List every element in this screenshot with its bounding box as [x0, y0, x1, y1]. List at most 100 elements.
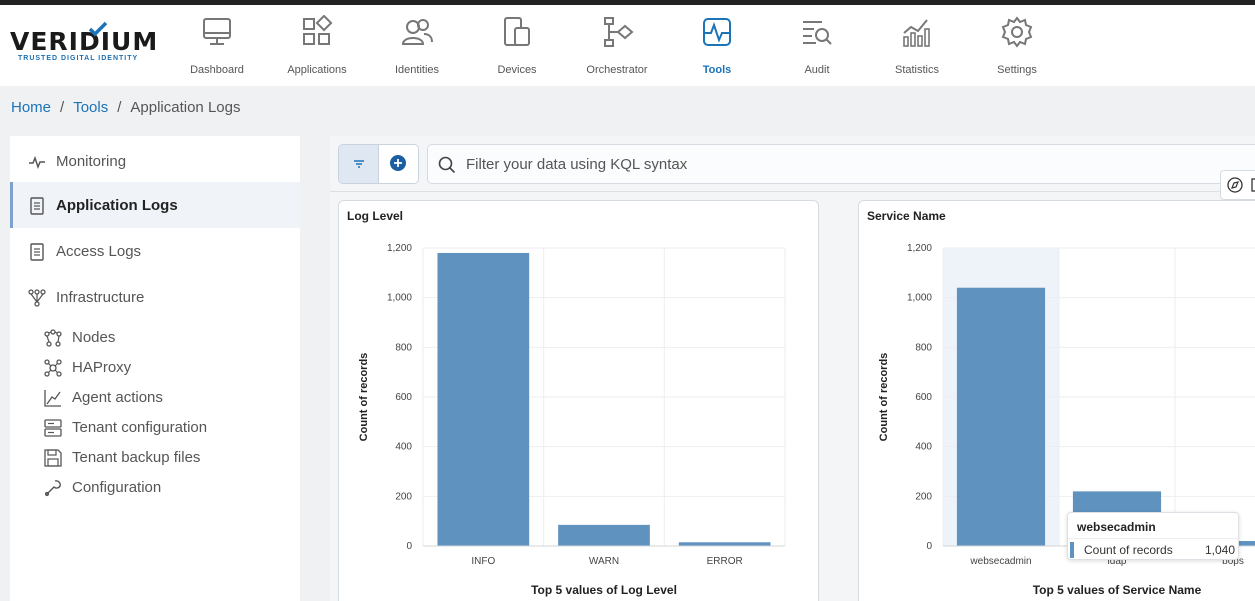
sidebar-item-label: Access Logs	[56, 243, 142, 260]
gear-icon	[1001, 16, 1033, 48]
sidebar-subitem-label: Nodes	[72, 329, 116, 346]
sidebar: Monitoring Application Logs Access Logs …	[10, 136, 300, 601]
network-icon	[28, 289, 46, 307]
document-icon	[30, 197, 44, 215]
y-tick-label: 1,200	[387, 243, 412, 254]
query-bar	[330, 136, 1255, 192]
sidebar-subitem-label: Agent actions	[72, 389, 163, 406]
y-tick-label: 200	[915, 491, 932, 502]
sidebar-item-access-logs[interactable]: Access Logs	[10, 228, 300, 274]
breadcrumb-separator: /	[117, 99, 122, 116]
nav-audit[interactable]: Audit	[767, 15, 867, 77]
plus-circle-icon	[390, 155, 406, 171]
filter-button-group	[338, 144, 419, 184]
y-tick-label: 200	[395, 491, 412, 502]
sidebar-item-infrastructure[interactable]: Infrastructure	[10, 274, 300, 320]
chart-panel-log-level: Log Level 0 200 400 600 800 1,000 1,200 INFO WAR…	[338, 200, 819, 601]
nav-devices[interactable]: Devices	[467, 15, 567, 77]
sidebar-item-application-logs[interactable]: Application Logs	[10, 182, 300, 228]
panel-tools[interactable]	[1220, 170, 1255, 200]
sidebar-subitem-tenant-backup-files[interactable]: Tenant backup files	[10, 443, 300, 471]
flow-icon	[604, 17, 634, 47]
sidebar-item-monitoring[interactable]: Monitoring	[10, 138, 300, 184]
x-axis-title: Top 5 values of Service Name	[1033, 583, 1202, 597]
nav-label: Tools	[702, 64, 732, 76]
y-axis-title: Count of records	[358, 353, 370, 442]
stats-icon	[903, 19, 930, 47]
sidebar-subitem-label: HAProxy	[72, 359, 132, 376]
tooltip-value: 1,040	[1204, 543, 1235, 557]
sidebar-subitem-label: Tenant backup files	[72, 449, 201, 466]
nav-identities[interactable]: Identities	[367, 15, 467, 77]
y-tick-label: 600	[395, 392, 412, 403]
nav-settings[interactable]: Settings	[967, 15, 1067, 77]
bar-websecadmin	[956, 287, 1046, 546]
nav-label: Applications	[287, 64, 347, 76]
tooltip-row: Count of records 1,040	[1068, 538, 1240, 558]
y-tick-label: 400	[395, 442, 412, 453]
nav-label: Statistics	[894, 64, 939, 76]
breadcrumb-tools[interactable]: Tools	[73, 99, 109, 116]
y-tick-label: 800	[915, 342, 932, 353]
sidebar-subitem-tenant-configuration[interactable]: Tenant configuration	[10, 413, 300, 441]
nav-dashboard[interactable]: Dashboard	[167, 15, 267, 77]
sidebar-subitem-label: Configuration	[72, 479, 162, 496]
activity-icon	[29, 155, 45, 170]
proxy-icon	[44, 359, 62, 377]
y-tick-label: 800	[395, 342, 412, 353]
nodes-icon	[44, 329, 62, 347]
brand-logo[interactable]: VERIDIUM TRUSTED DIGITAL IDENTITY	[10, 21, 160, 72]
bar-warn	[558, 524, 650, 546]
sidebar-item-label: Infrastructure	[56, 289, 145, 306]
kql-search-input[interactable]	[466, 153, 1226, 175]
sidebar-item-label: Monitoring	[56, 153, 127, 170]
x-tick-label: bops	[1222, 556, 1244, 567]
kql-search-box	[427, 144, 1255, 184]
server-icon	[44, 419, 62, 437]
filter-icon	[354, 160, 364, 168]
x-axis-title: Top 5 values of Log Level	[531, 583, 677, 597]
nav-label: Dashboard	[190, 64, 244, 76]
x-tick-label: INFO	[471, 556, 495, 567]
sidebar-subitem-agent-actions[interactable]: Agent actions	[10, 383, 300, 411]
y-axis-title: Count of records	[878, 353, 890, 442]
chart-tooltip: websecadmin Count of records 1,040	[1067, 512, 1240, 560]
sidebar-subitem-configuration[interactable]: Configuration	[10, 473, 300, 501]
x-tick-label: websecadmin	[969, 556, 1031, 567]
filter-options-button[interactable]	[339, 145, 379, 183]
add-filter-button[interactable]	[379, 145, 418, 183]
top-edge	[0, 0, 1255, 5]
bar-info	[437, 252, 530, 546]
search-icon	[438, 156, 456, 174]
nav-applications[interactable]: Applications	[267, 15, 367, 77]
audit-icon	[803, 21, 832, 45]
sidebar-subitem-label: Tenant configuration	[72, 419, 208, 436]
bar-error	[678, 542, 771, 546]
nav-label: Audit	[804, 64, 830, 76]
logo-check-icon	[88, 21, 108, 37]
chart-title: Log Level	[347, 209, 404, 223]
y-tick-label: 600	[915, 392, 932, 403]
y-tick-label: 0	[926, 541, 932, 552]
save-icon	[44, 449, 62, 467]
tooltip-swatch	[1070, 542, 1074, 558]
sidebar-subitem-nodes[interactable]: Nodes	[10, 323, 300, 351]
nav-statistics[interactable]: Statistics	[867, 15, 967, 77]
sidebar-subitem-haproxy[interactable]: HAProxy	[10, 353, 300, 381]
tooltip-title: websecadmin	[1077, 520, 1156, 534]
breadcrumb-home[interactable]: Home	[11, 99, 52, 116]
y-tick-label: 400	[915, 442, 932, 453]
devices-icon	[504, 17, 530, 46]
monitor-icon	[203, 18, 231, 45]
x-tick-label: ERROR	[707, 556, 743, 567]
nav-tools[interactable]: Tools	[667, 15, 767, 77]
y-tick-label: 1,000	[907, 293, 932, 304]
document-icon	[30, 243, 44, 261]
nav-label: Identities	[394, 64, 440, 76]
app-header: VERIDIUM TRUSTED DIGITAL IDENTITY Dashbo…	[0, 5, 1255, 86]
tooltip-label: Count of records	[1084, 543, 1173, 557]
nav-orchestrator[interactable]: Orchestrator	[567, 15, 667, 77]
breadcrumb: Home / Tools / Application Logs	[11, 99, 240, 116]
brand-tagline: TRUSTED DIGITAL IDENTITY	[18, 55, 139, 62]
nav-label: Orchestrator	[586, 64, 648, 76]
